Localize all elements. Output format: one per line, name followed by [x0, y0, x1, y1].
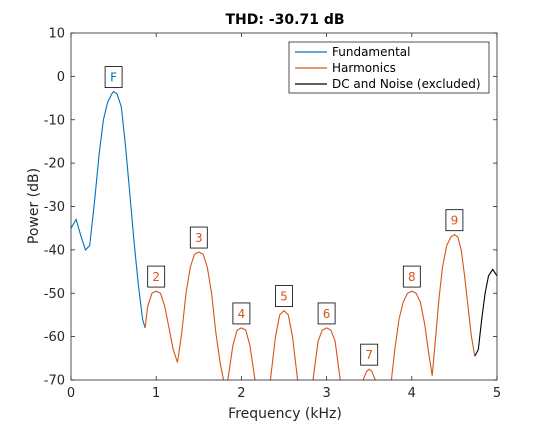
y-tick-label: -10 [44, 113, 65, 128]
marker-box-2 [147, 265, 166, 288]
y-tick-label: -20 [44, 157, 65, 172]
marker-box-F [104, 66, 123, 88]
x-tick-label: 2 [237, 386, 245, 401]
marker-label-3: 3 [195, 231, 203, 245]
marker-label-9: 9 [451, 214, 459, 228]
legend-entry: Fundamental [332, 45, 411, 59]
harmonics-line-segment-3 [227, 327, 256, 380]
harmonics-line-segment-8 [431, 234, 476, 376]
harmonics-line-segment-5 [312, 327, 341, 380]
harmonic-markers: F 2 3 4 5 6 7 8 9 [104, 66, 464, 366]
legend: Fundamental Harmonics DC and Noise (exclud… [288, 41, 490, 94]
marker-box-6 [317, 302, 336, 325]
y-tick-label: 0 [57, 70, 65, 85]
harmonics-line-segment-2 [176, 251, 225, 380]
series-layer [71, 90, 497, 380]
x-tick-label: 1 [152, 386, 160, 401]
harmonics-line-segment-4 [269, 309, 299, 380]
chart-title: THD: -30.71 dB [225, 12, 344, 28]
marker-label-8: 8 [408, 270, 416, 284]
axis-ticks: 0 1 2 3 4 5 10 0 -10 -20 -30 -40 -50 -60 -70 [44, 27, 501, 402]
y-tick-label: 10 [48, 27, 65, 42]
marker-label-6: 6 [323, 307, 331, 321]
x-tick-label: 3 [322, 386, 330, 401]
harmonics-line-segment-1 [144, 290, 179, 363]
legend-entry: DC and Noise (excluded) [332, 77, 481, 91]
marker-label-7: 7 [365, 348, 373, 362]
dc-and-noise-excluded-line [474, 268, 497, 357]
marker-label-F: F [110, 71, 117, 85]
harmonics-line-segment-6 [362, 368, 376, 380]
y-tick-label: -40 [44, 243, 65, 258]
legend-entry: Harmonics [332, 61, 396, 75]
marker-box-8 [402, 265, 421, 288]
marker-box-4 [232, 302, 251, 325]
x-tick-label: 5 [493, 386, 501, 401]
marker-label-2: 2 [152, 270, 160, 284]
x-axis-label: Frequency (kHz) [228, 406, 342, 422]
x-tick-label: 0 [67, 386, 75, 401]
harmonics-line-segment-7 [390, 290, 433, 380]
y-tick-label: -60 [44, 330, 65, 345]
marker-label-4: 4 [238, 307, 246, 321]
marker-box-7 [360, 343, 379, 366]
marker-box-5 [275, 285, 293, 308]
fundamental-line [71, 90, 146, 329]
y-tick-label: -50 [44, 287, 65, 302]
marker-box-3 [189, 226, 208, 249]
plot-frame [70, 32, 498, 381]
y-axis-label: Power (dB) [26, 168, 42, 244]
y-tick-label: -70 [44, 374, 65, 389]
y-tick-label: -30 [44, 200, 65, 215]
x-tick-label: 4 [408, 386, 416, 401]
marker-label-5: 5 [280, 290, 288, 304]
marker-box-9 [445, 209, 464, 232]
